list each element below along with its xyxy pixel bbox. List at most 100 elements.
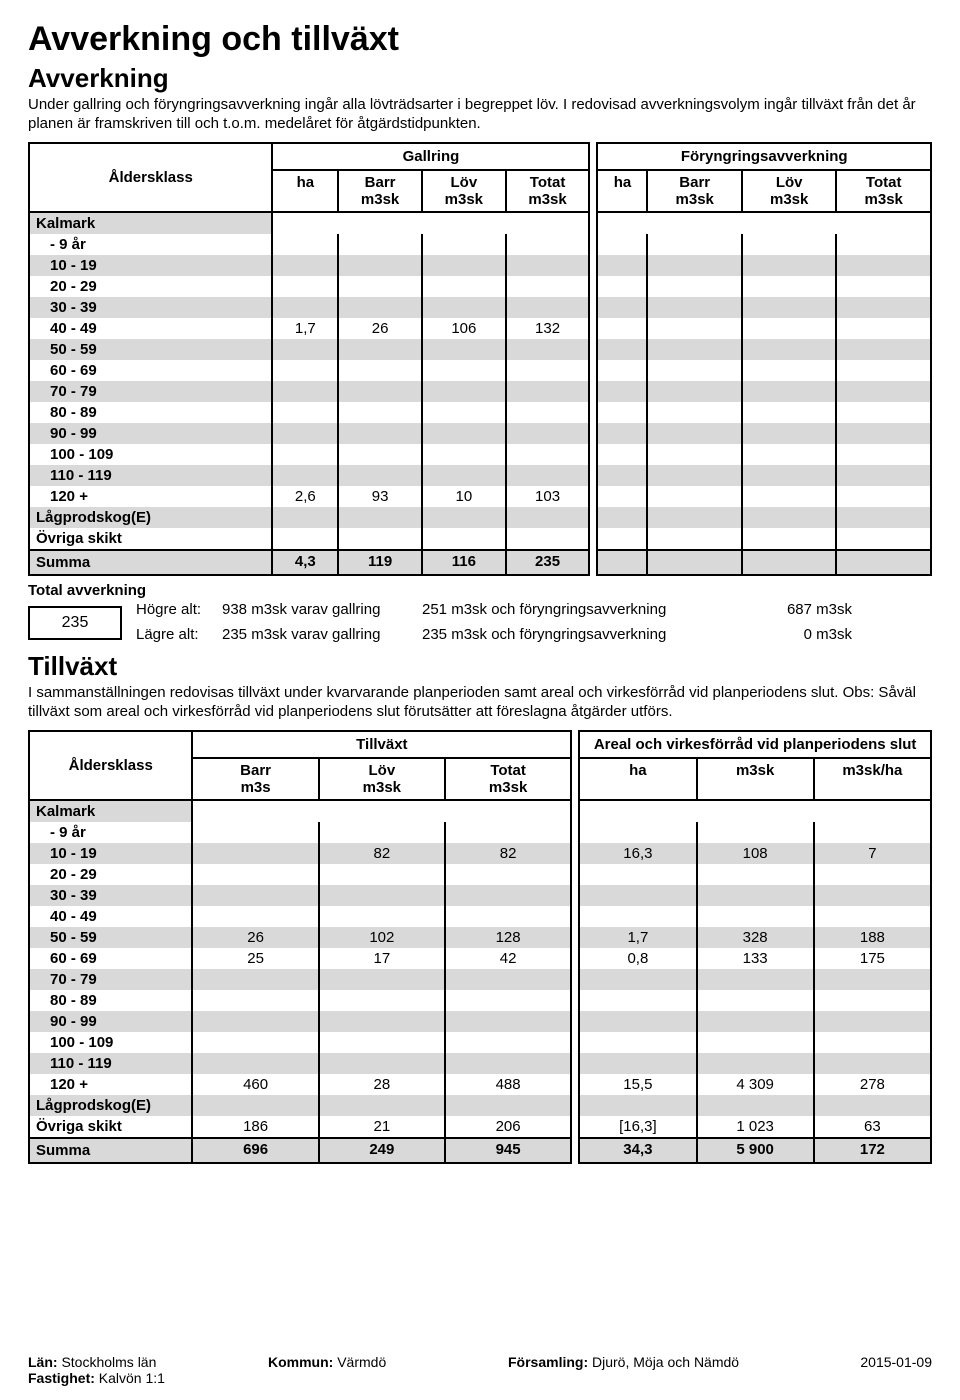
summa2-t0: 696 (192, 1138, 318, 1163)
cell (647, 255, 741, 276)
cell: 108 (697, 843, 814, 864)
section2-intro: I sammanställningen redovisas tillväxt u… (28, 684, 932, 722)
sub-header: ha (597, 170, 647, 213)
summa-g0: 4,3 (272, 550, 338, 575)
table-avverkning: Åldersklass Gallring Föryngringsavverkni… (28, 142, 932, 577)
cell (597, 255, 647, 276)
cell (697, 822, 814, 843)
cell: 1,7 (579, 927, 696, 948)
cell (597, 381, 647, 402)
cell (272, 297, 338, 318)
cell (647, 444, 741, 465)
cell (836, 528, 931, 550)
hogre-v1: 938 m3sk varav gallring (222, 601, 422, 618)
row-label: 60 - 69 (29, 948, 192, 969)
cell (597, 486, 647, 507)
cell (597, 234, 647, 255)
cell (338, 528, 422, 550)
cell (579, 1011, 696, 1032)
cell (506, 297, 590, 318)
cell (814, 822, 931, 843)
cell (814, 885, 931, 906)
cell (836, 234, 931, 255)
row-label: 80 - 89 (29, 990, 192, 1011)
cell (836, 318, 931, 339)
cell (836, 444, 931, 465)
cell (272, 528, 338, 550)
cell (742, 318, 836, 339)
cell (445, 1011, 571, 1032)
cell (192, 885, 318, 906)
cell (422, 381, 506, 402)
cell: 15,5 (579, 1074, 696, 1095)
cell (742, 507, 836, 528)
sub-header: Totatm3sk (506, 170, 590, 213)
cell: 488 (445, 1074, 571, 1095)
summa-g3: 235 (506, 550, 590, 575)
cell (319, 1011, 445, 1032)
cell (506, 465, 590, 486)
cell (319, 1095, 445, 1116)
summa2-t2: 945 (445, 1138, 571, 1163)
cell (836, 486, 931, 507)
cell (319, 885, 445, 906)
sub-header: ha (579, 758, 696, 801)
row-label: 50 - 59 (29, 927, 192, 948)
cell (272, 507, 338, 528)
section1-heading: Avverkning (28, 63, 932, 94)
cell (597, 402, 647, 423)
summa2-a2: 172 (814, 1138, 931, 1163)
cell: 17 (319, 948, 445, 969)
cell (742, 402, 836, 423)
kalmark-label2: Kalmark (29, 800, 192, 822)
cell (742, 234, 836, 255)
cell (647, 486, 741, 507)
cell (192, 906, 318, 927)
cell (319, 864, 445, 885)
row-label: Övriga skikt (29, 528, 272, 550)
cell (597, 276, 647, 297)
cell (506, 234, 590, 255)
cell (836, 360, 931, 381)
cell (579, 1032, 696, 1053)
cell (647, 360, 741, 381)
cell: 186 (192, 1116, 318, 1138)
cell: 25 (192, 948, 318, 969)
cell (422, 444, 506, 465)
cell (272, 234, 338, 255)
cell (338, 444, 422, 465)
cell (506, 507, 590, 528)
cell (742, 360, 836, 381)
cell: 132 (506, 318, 590, 339)
row-label: - 9 år (29, 822, 192, 843)
cell (272, 444, 338, 465)
cell (192, 843, 318, 864)
group-tillvaxt: Tillväxt (192, 731, 571, 758)
cell: 2,6 (272, 486, 338, 507)
cell (506, 444, 590, 465)
cell: 10 (422, 486, 506, 507)
cell (597, 465, 647, 486)
section2-heading: Tillväxt (28, 651, 932, 682)
row-label: 90 - 99 (29, 423, 272, 444)
cell (597, 507, 647, 528)
cell (647, 381, 741, 402)
cell (338, 297, 422, 318)
cell: [16,3] (579, 1116, 696, 1138)
cell (192, 822, 318, 843)
sub-header: m3sk/ha (814, 758, 931, 801)
cell (422, 507, 506, 528)
cell (192, 990, 318, 1011)
row-label: 60 - 69 (29, 360, 272, 381)
hogre-label: Högre alt: (136, 601, 222, 618)
row-label: 70 - 79 (29, 381, 272, 402)
row-label: 70 - 79 (29, 969, 192, 990)
total-heading: Total avverkning (28, 582, 932, 599)
cell (836, 339, 931, 360)
cell (836, 423, 931, 444)
hogre-v2: 251 m3sk och föryngringsavverkning (422, 601, 762, 618)
cell (272, 276, 338, 297)
cell (697, 906, 814, 927)
cell (422, 528, 506, 550)
cell (338, 402, 422, 423)
